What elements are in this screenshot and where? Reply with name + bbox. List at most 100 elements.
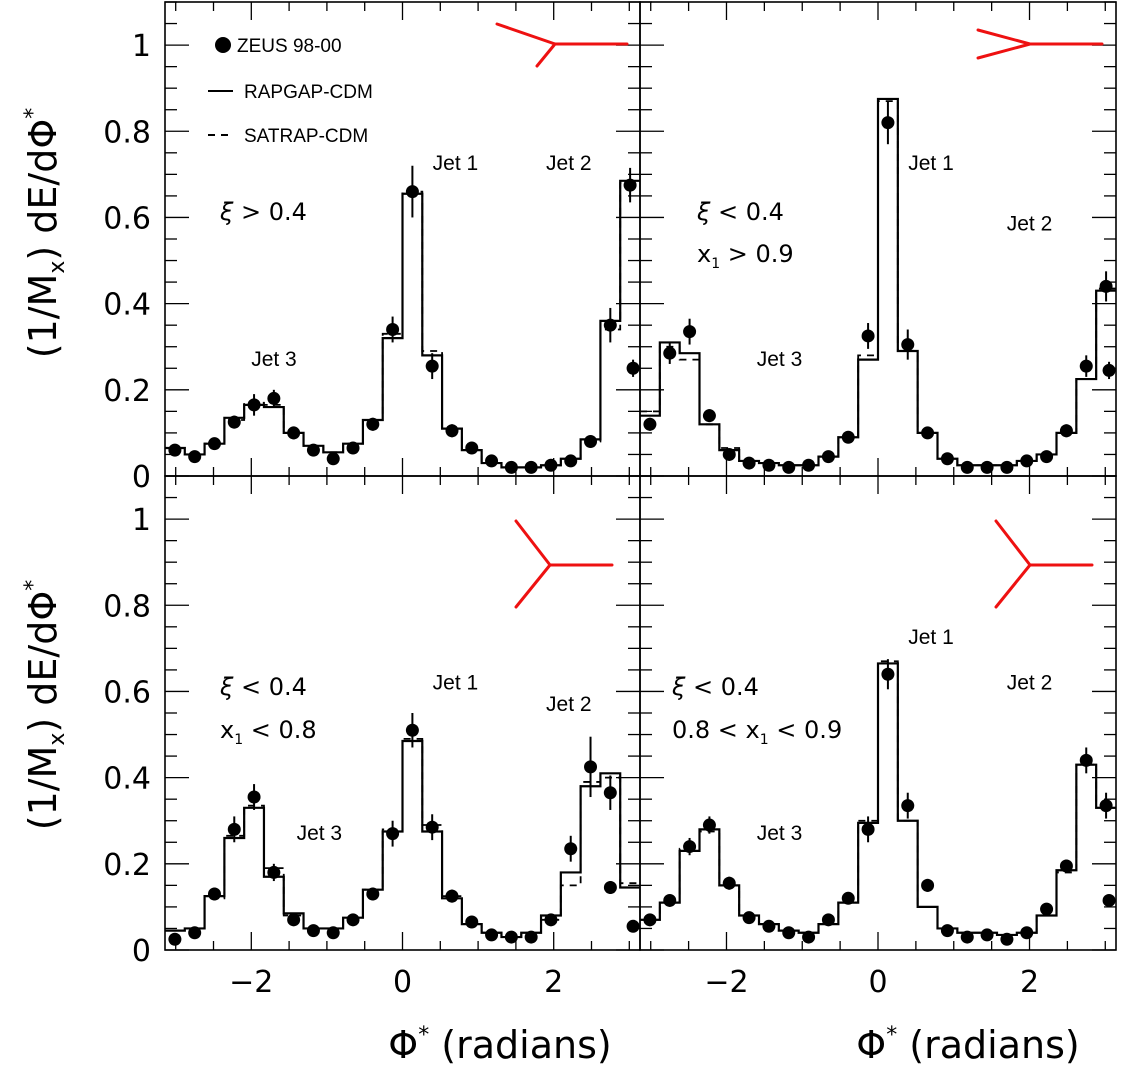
jet-topology-diagram (994, 519, 1094, 609)
data-point (861, 329, 875, 343)
data-point (1099, 799, 1113, 813)
x-axis-title-right: Φ* (radians) (856, 1023, 1079, 1067)
data-point (1040, 902, 1054, 916)
panel-top-right: ξ < 0.4 x1 > 0.9 Jet 1 Jet 2 Jet 3 (639, 1, 1117, 477)
data-point (1079, 359, 1093, 373)
data-point (1102, 363, 1116, 377)
y-tick-label: 1 (132, 503, 151, 538)
legend-data-label: ZEUS 98-00 (237, 36, 342, 57)
data-point (762, 919, 776, 933)
cut-label: x1 > 0.9 (697, 240, 794, 272)
data-point (485, 454, 499, 468)
jet-label: Jet 3 (297, 822, 343, 845)
jet-topology-diagram (495, 22, 629, 68)
rapgap-histogram (640, 662, 1116, 937)
data-point (564, 842, 578, 856)
jet-label: Jet 1 (433, 671, 479, 694)
data-point (544, 458, 558, 472)
data-point (626, 919, 640, 933)
data-point (247, 790, 261, 804)
y-tick-label: 0 (132, 934, 151, 969)
data-point (267, 391, 281, 405)
data-point (663, 893, 677, 907)
data-point (722, 876, 736, 890)
data-point (207, 437, 221, 451)
data-point (901, 799, 915, 813)
data-point (1020, 926, 1034, 940)
data-point (623, 178, 637, 192)
data-point (881, 667, 895, 681)
data-point (762, 458, 776, 472)
data-point (306, 924, 320, 938)
data-point (386, 827, 400, 841)
data-point (980, 460, 994, 474)
data-point (782, 460, 796, 474)
y-tick-label: 0.2 (103, 848, 151, 883)
data-point (861, 822, 875, 836)
data-point (881, 116, 895, 130)
data-point (663, 346, 677, 360)
data-point (425, 820, 439, 834)
data-point (626, 361, 640, 375)
data-point (702, 409, 716, 423)
jet-label: Jet 2 (1007, 671, 1053, 694)
data-point (188, 450, 202, 464)
y-tick-label: 0.4 (103, 288, 151, 323)
cut-label: ξ > 0.4 (219, 198, 307, 226)
data-point (940, 924, 954, 938)
legend: ZEUS 98-00 RAPGAP-CDM SATRAP-CDM (208, 36, 373, 147)
jet-topology-diagram (976, 28, 1104, 60)
data-point (425, 359, 439, 373)
data-point (504, 930, 518, 944)
x-tick-label: 0 (393, 965, 412, 1000)
y-tick-label: 0.2 (103, 374, 151, 409)
y-axis-title-bottom: (1/Mx) dE/dΦ* (21, 580, 70, 831)
jet-label: Jet 3 (757, 348, 803, 371)
data-point (346, 913, 360, 927)
data-point (921, 878, 935, 892)
jet-label: Jet 2 (546, 693, 592, 716)
y-tick-label: 0.8 (103, 589, 151, 624)
data-point (921, 426, 935, 440)
data-point (287, 913, 301, 927)
data-point (386, 322, 400, 336)
x-tick-label: 2 (1020, 965, 1039, 1000)
y-tick-label: 1 (132, 29, 151, 64)
data-point (287, 426, 301, 440)
data-point (702, 818, 716, 832)
jet-label: Jet 3 (757, 822, 803, 845)
data-point (643, 913, 657, 927)
jet-topology-diagram (514, 519, 614, 609)
cut-label: x1 < 0.8 (220, 716, 317, 748)
data-point (1059, 424, 1073, 438)
data-point (188, 926, 202, 940)
y-tick-label: 0.6 (103, 675, 151, 710)
data-point (1040, 450, 1054, 464)
data-point (326, 452, 340, 466)
jet-label: Jet 3 (251, 348, 297, 371)
data-point (366, 417, 380, 431)
x-axis-title-left: Φ* (radians) (388, 1023, 611, 1067)
legend-dashed-label: SATRAP-CDM (244, 126, 368, 147)
data-point (1000, 460, 1014, 474)
data-point (485, 928, 499, 942)
cut-label: ξ < 0.4 (671, 673, 759, 701)
data-point (247, 398, 261, 412)
data-point (841, 891, 855, 905)
data-point (960, 460, 974, 474)
jet-label: Jet 1 (908, 152, 954, 175)
data-point (564, 454, 578, 468)
x-tick-label: 0 (868, 965, 887, 1000)
data-point (366, 887, 380, 901)
data-point (821, 450, 835, 464)
x-tick-label: −2 (229, 965, 273, 1000)
data-point (584, 435, 598, 449)
data-point (465, 441, 479, 455)
data-point (465, 915, 479, 929)
panel-top-left: 0 0.2 0.4 0.6 0.8 1 ξ > 0.4 Jet 1 Jet 2 Jet 3 (103, 1, 641, 495)
x-tick-label: −2 (704, 965, 748, 1000)
data-point (445, 889, 459, 903)
data-point (742, 911, 756, 925)
data-point (643, 417, 657, 431)
